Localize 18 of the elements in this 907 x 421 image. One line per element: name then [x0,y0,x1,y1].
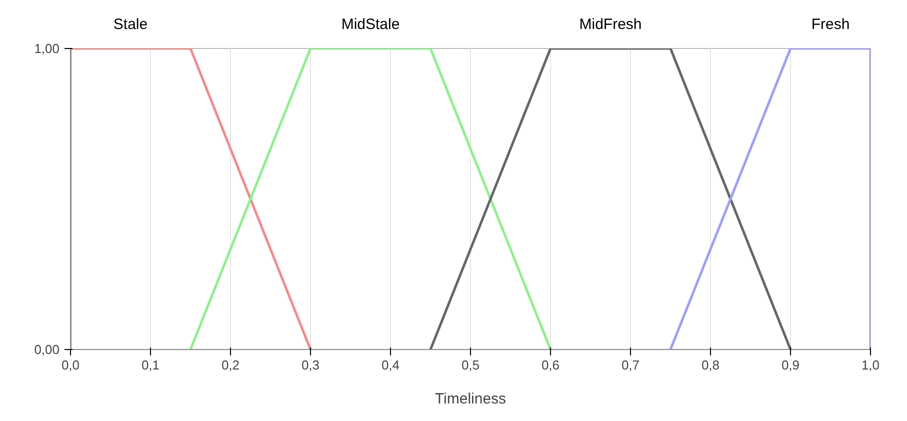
series-label: Stale [113,16,148,33]
series-label: Fresh [811,16,850,33]
x-tick-label: 0,9 [781,358,800,372]
x-tick-label: 0,1 [141,358,160,372]
series-label: MidFresh [579,16,642,33]
x-tick-label: 0,5 [461,358,480,372]
y-tick-label: 0,00 [34,342,60,357]
x-tick-label: 0,3 [301,358,320,372]
x-tick-label: 0,2 [221,358,240,372]
x-tick-label: 0,4 [381,358,400,372]
x-tick-label: 0,0 [61,358,80,372]
x-tick-label: 1,0 [861,358,880,372]
x-axis-title: Timeliness [434,390,506,408]
series-label: MidStale [341,16,400,33]
x-tick-label: 0,6 [541,358,560,372]
x-tick-label: 0,8 [701,358,720,372]
y-tick-label: 1,00 [34,41,60,56]
x-tick-label: 0,7 [621,358,640,372]
